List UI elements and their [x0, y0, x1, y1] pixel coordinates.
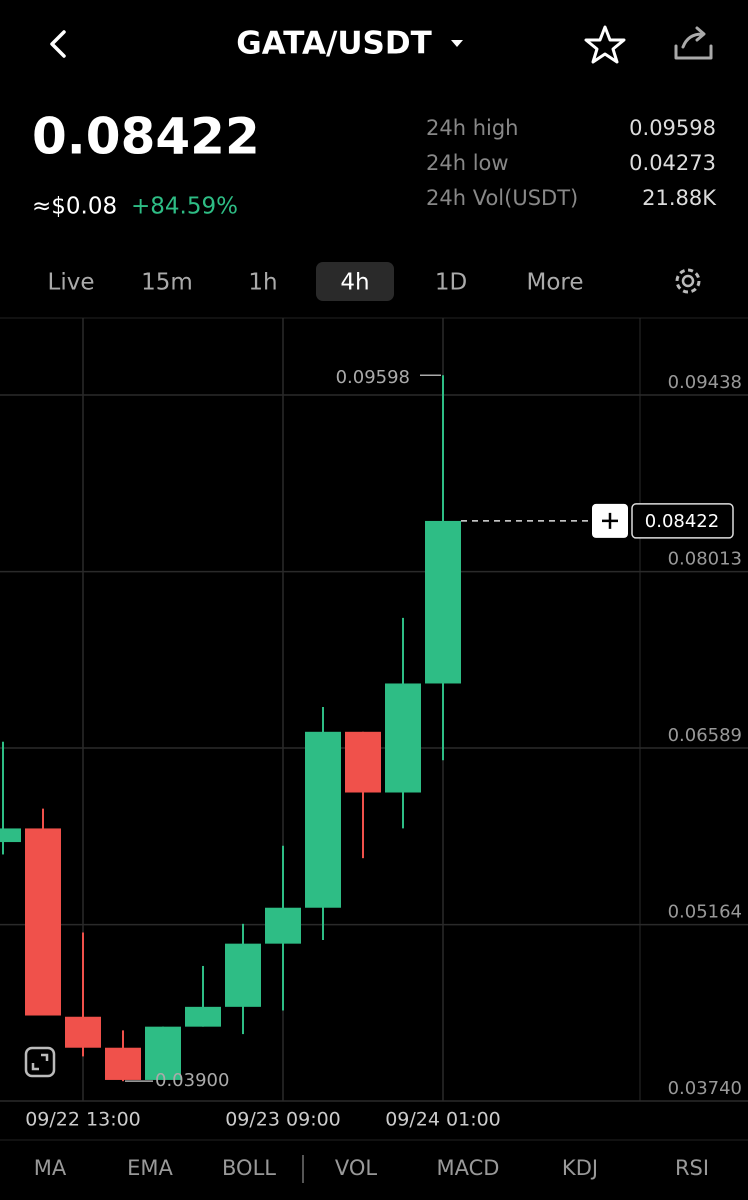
indicator-tab[interactable]: EMA — [127, 1156, 173, 1180]
last-price-label: 0.08422 — [645, 511, 719, 532]
share-button[interactable] — [674, 26, 713, 60]
x-tick-label: 09/23 09:00 — [225, 1109, 341, 1131]
usd-price: ≈$0.08 — [32, 194, 117, 220]
x-tick-label: 09/22 13:00 — [25, 1109, 141, 1131]
candle-body — [225, 943, 261, 1007]
indicator-bar: MA EMA BOLL VOL MACD KDJ RSI — [34, 1156, 709, 1180]
timeframe-tab[interactable]: 4h — [340, 270, 369, 296]
timeframe-tab[interactable]: 1h — [248, 270, 277, 296]
back-button[interactable] — [50, 30, 66, 58]
y-tick-label: 0.08013 — [668, 549, 742, 570]
y-tick-label: 0.05164 — [668, 902, 742, 923]
y-tick-label: 0.09438 — [668, 372, 742, 393]
indicator-tab[interactable]: RSI — [675, 1156, 709, 1180]
candle-body — [425, 520, 461, 684]
low-marker-label: 0.03900 — [155, 1070, 229, 1091]
timeframe-tabs: Live 15m 1h 4h 1D More — [48, 262, 584, 301]
timeframe-tab[interactable]: 1D — [435, 270, 467, 296]
indicator-tab[interactable]: KDJ — [562, 1156, 598, 1180]
expand-button[interactable] — [24, 1046, 56, 1078]
favorite-star[interactable] — [584, 25, 626, 64]
high-marker-label: 0.09598 — [336, 367, 410, 388]
stats: 24h high 0.09598 24h low 0.04273 24h Vol(USD… — [426, 116, 717, 210]
pair-title[interactable]: GATA/USDT — [236, 26, 431, 62]
candle-body — [0, 828, 21, 843]
candle-body — [145, 1026, 181, 1080]
candle-body — [185, 1006, 221, 1027]
indicator-tab[interactable]: MACD — [437, 1156, 500, 1180]
stat-label: 24h high — [426, 116, 519, 140]
candle-body — [105, 1047, 141, 1080]
candle-body — [305, 731, 341, 908]
candle-body — [65, 1016, 101, 1048]
candle-body — [385, 683, 421, 793]
active-tab-bg — [316, 262, 394, 301]
timeframe-tab[interactable]: Live — [48, 270, 95, 296]
stat-label: 24h Vol(USDT) — [426, 186, 578, 210]
stat-label: 24h low — [426, 151, 509, 175]
indicator-tab[interactable]: BOLL — [222, 1156, 276, 1180]
stat-value: 0.09598 — [629, 116, 716, 140]
candle-body — [345, 731, 381, 793]
stat-value: 0.04273 — [629, 151, 716, 175]
timeframe-tab[interactable]: 15m — [141, 270, 193, 296]
indicator-tab[interactable]: VOL — [335, 1156, 378, 1180]
indicator-tab[interactable]: MA — [34, 1156, 67, 1180]
pair-dropdown[interactable] — [451, 40, 463, 47]
crosshair-plus — [602, 512, 618, 529]
y-tick-label: 0.06589 — [668, 725, 742, 746]
last-price-tag — [631, 503, 734, 539]
y-tick-label: 0.03740 — [668, 1078, 742, 1099]
timeframe-tab[interactable]: More — [526, 270, 583, 296]
settings-icon[interactable] — [675, 268, 701, 294]
last-price: 0.08422 — [32, 108, 260, 166]
stat-value: 21.88K — [642, 186, 717, 210]
candle-body — [265, 907, 301, 944]
x-tick-label: 09/24 01:00 — [385, 1109, 501, 1131]
candle-body — [25, 828, 61, 1016]
candlestick-chart: 0.09438 0.08013 0.06589 0.05164 0.03740 09/22… — [0, 318, 748, 1131]
price-change: +84.59% — [131, 194, 238, 220]
